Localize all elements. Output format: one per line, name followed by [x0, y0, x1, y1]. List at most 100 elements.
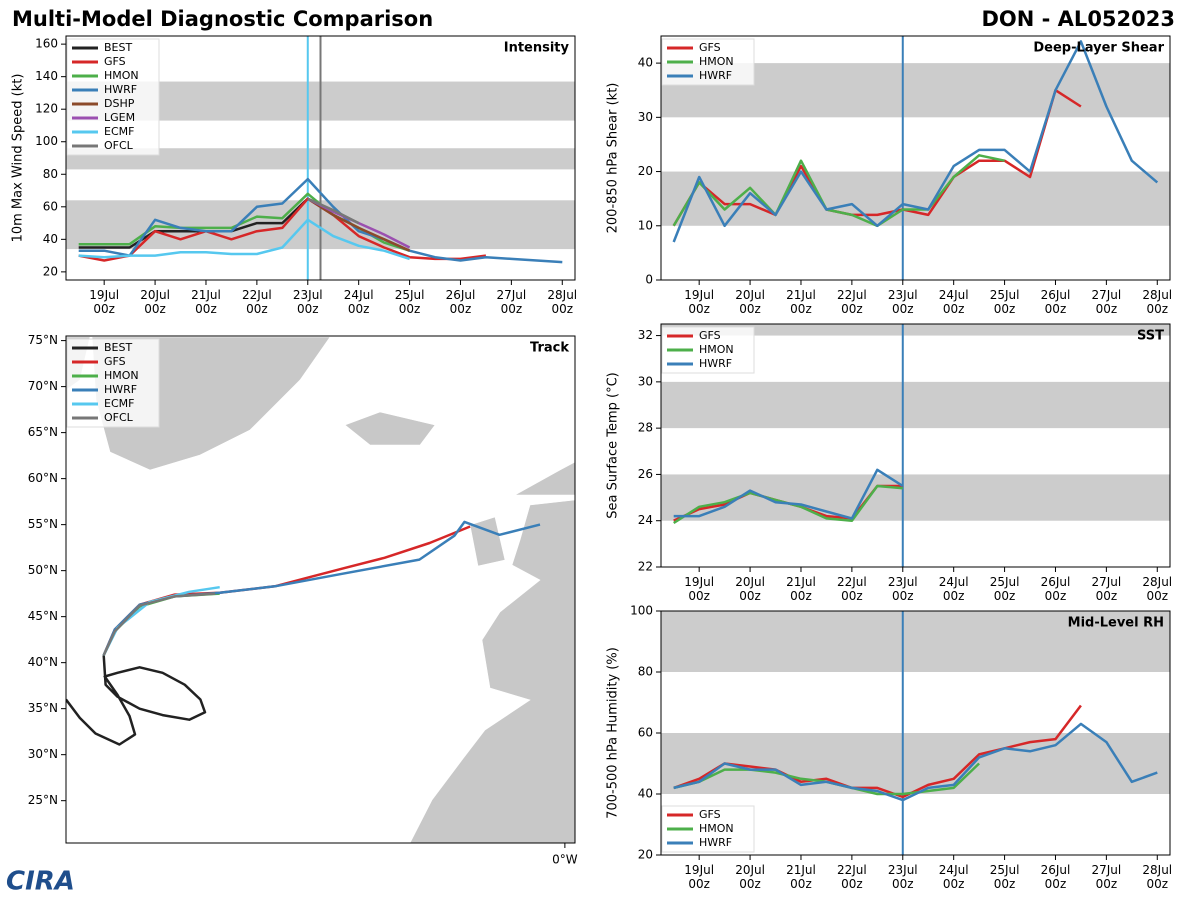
- panel-title: Track: [530, 341, 569, 356]
- legend-label: HWRF: [104, 383, 137, 396]
- series-line: [102, 525, 471, 656]
- x-tick-label: 21Jul 00z: [191, 288, 221, 316]
- x-tick-label: 23Jul 00z: [292, 288, 323, 316]
- x-tick-label: 22Jul 00z: [837, 288, 867, 316]
- panel-title: Mid-Level RH: [1068, 616, 1164, 631]
- y-axis-label: 700-500 hPa Humidity (%): [606, 647, 621, 819]
- legend-label: HWRF: [699, 836, 732, 849]
- x-tick-label: 26Jul 00z: [1040, 575, 1071, 603]
- y-tick-label: 0: [645, 273, 653, 287]
- iceland: [344, 411, 436, 446]
- frame: [660, 35, 1171, 281]
- x-tick-label: 20Jul 00z: [735, 575, 765, 603]
- y-tick-label: 45°N: [28, 609, 58, 623]
- legend-label: HMON: [104, 369, 139, 382]
- x-tick-label: 24Jul 00z: [343, 288, 374, 316]
- legend-box: [66, 338, 160, 428]
- y-tick-label: 20: [43, 264, 58, 278]
- y-tick-label: 32: [638, 328, 653, 342]
- series-line: [102, 592, 216, 656]
- y-tick-label: 100: [630, 604, 653, 618]
- legend-label: GFS: [104, 55, 126, 68]
- x-tick-label: 27Jul 00z: [1091, 863, 1122, 891]
- x-tick-label: 22Jul 00z: [837, 863, 867, 891]
- y-axis-label: 10m Max Wind Speed (kt): [11, 74, 26, 243]
- band: [661, 381, 1170, 429]
- y-tick-label: 30: [638, 110, 653, 124]
- band: [661, 733, 1170, 794]
- x-tick-label: 27Jul 00z: [1091, 288, 1122, 316]
- frame: [660, 610, 1171, 856]
- y-axis-label: 200-850 hPa Shear (kt): [606, 83, 621, 234]
- europe-africa: [409, 499, 576, 844]
- legend-label: GFS: [699, 41, 721, 54]
- y-tick-label: 75°N: [28, 333, 58, 347]
- legend-label: GFS: [104, 355, 126, 368]
- legend-label: GFS: [699, 808, 721, 821]
- series-line: [78, 218, 410, 261]
- plot-area: [661, 611, 1170, 855]
- panel-title: Intensity: [504, 41, 570, 56]
- y-tick-label: 40: [638, 56, 653, 70]
- britain: [469, 516, 506, 567]
- scandinavia: [513, 461, 576, 496]
- x-tick-label: 28Jul 00z: [1142, 288, 1173, 316]
- x-tick-label: 28Jul 00z: [1142, 863, 1173, 891]
- x-tick-label: 21Jul 00z: [786, 575, 816, 603]
- storm-id: DON - AL052023: [981, 7, 1175, 31]
- x-tick-label: 24Jul 00z: [938, 575, 969, 603]
- x-tick-label: 0°W: [552, 853, 578, 867]
- x-tick-label: 28Jul 00z: [1142, 575, 1173, 603]
- series-line: [307, 197, 360, 225]
- y-tick-label: 50°N: [28, 563, 58, 577]
- y-tick-label: 100: [35, 134, 58, 148]
- x-tick-label: 24Jul 00z: [938, 288, 969, 316]
- legend-label: HWRF: [104, 83, 137, 96]
- series-line: [307, 197, 411, 252]
- y-tick-label: 28: [638, 421, 653, 435]
- legend-label: GFS: [699, 329, 721, 342]
- panel-title: SST: [1137, 329, 1164, 344]
- legend-box: [66, 38, 160, 156]
- x-tick-label: 27Jul 00z: [496, 288, 527, 316]
- x-tick-label: 23Jul 00z: [887, 288, 918, 316]
- y-tick-label: 160: [35, 37, 58, 51]
- legend-label: HMON: [699, 822, 734, 835]
- x-tick-label: 25Jul 00z: [394, 288, 425, 316]
- legend-label: HMON: [699, 55, 734, 68]
- y-tick-label: 60: [43, 199, 58, 213]
- series-line: [672, 154, 1005, 228]
- legend-label: BEST: [104, 341, 132, 354]
- series-line: [78, 197, 309, 249]
- y-tick-label: 80: [638, 665, 653, 679]
- x-tick-label: 23Jul 00z: [887, 863, 918, 891]
- legend-label: ECMF: [104, 397, 134, 410]
- series-line: [673, 722, 1158, 802]
- y-tick-label: 120: [35, 102, 58, 116]
- y-tick-label: 40: [43, 232, 58, 246]
- x-tick-label: 25Jul 00z: [989, 575, 1020, 603]
- x-tick-label: 20Jul 00z: [735, 863, 765, 891]
- x-tick-label: 19Jul 00z: [684, 575, 715, 603]
- x-tick-label: 21Jul 00z: [786, 288, 816, 316]
- y-axis-label: Sea Surface Temp (°C): [606, 372, 621, 519]
- x-tick-label: 19Jul 00z: [684, 863, 715, 891]
- legend-label: HMON: [699, 343, 734, 356]
- y-tick-label: 65°N: [28, 425, 58, 439]
- y-tick-label: 25°N: [28, 793, 58, 807]
- y-tick-label: 22: [638, 560, 653, 574]
- band: [661, 611, 1170, 672]
- series-line: [673, 704, 1082, 799]
- x-tick-label: 27Jul 00z: [1091, 575, 1122, 603]
- y-tick-label: 60: [638, 726, 653, 740]
- x-tick-label: 20Jul 00z: [735, 288, 765, 316]
- legend-label: OFCL: [104, 411, 134, 424]
- y-tick-label: 40: [638, 787, 653, 801]
- frame: [660, 323, 1171, 568]
- y-tick-label: 20: [638, 164, 653, 178]
- plot-area: [661, 324, 1170, 567]
- panel-title: Deep-Layer Shear: [1033, 41, 1164, 56]
- series-line: [78, 177, 563, 264]
